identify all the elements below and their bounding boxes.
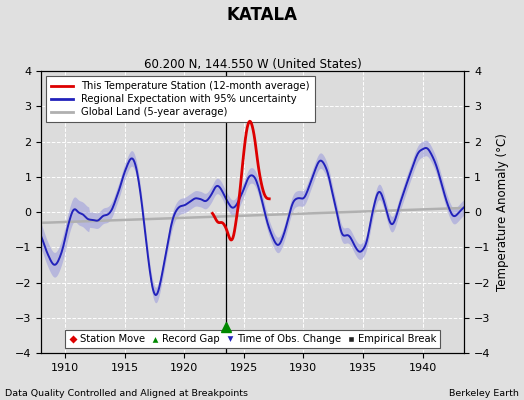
- Legend: Station Move, Record Gap, Time of Obs. Change, Empirical Break: Station Move, Record Gap, Time of Obs. C…: [65, 330, 440, 348]
- Y-axis label: Temperature Anomaly (°C): Temperature Anomaly (°C): [496, 133, 509, 291]
- Text: KATALA: KATALA: [226, 6, 298, 24]
- Title: 60.200 N, 144.550 W (United States): 60.200 N, 144.550 W (United States): [144, 58, 362, 71]
- Text: Data Quality Controlled and Aligned at Breakpoints: Data Quality Controlled and Aligned at B…: [5, 389, 248, 398]
- Text: Berkeley Earth: Berkeley Earth: [449, 389, 519, 398]
